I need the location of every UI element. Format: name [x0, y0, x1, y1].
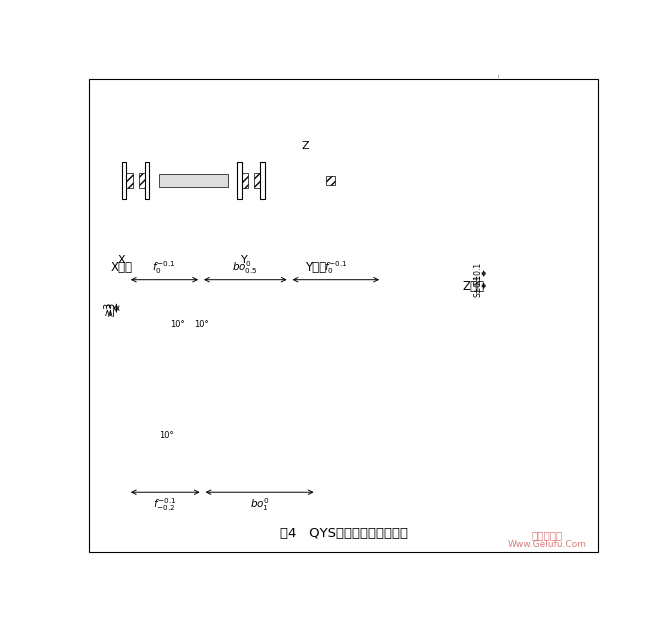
Bar [238, 162, 242, 199]
Text: ≥3: ≥3 [103, 301, 113, 315]
Bar [145, 162, 150, 199]
Bar [548, 170, 574, 186]
Bar [245, 286, 296, 301]
Bar [177, 456, 199, 497]
Bar [171, 497, 205, 509]
Polygon shape [132, 224, 255, 266]
Bar [448, 132, 548, 224]
Text: $f_{-0.2}^{-0.1}$: $f_{-0.2}^{-0.1}$ [153, 496, 176, 513]
Circle shape [495, 204, 501, 210]
Circle shape [229, 159, 272, 202]
Text: 图4   QYS型减速器的支承型式: 图4 QYS型减速器的支承型式 [280, 527, 407, 540]
Bar [147, 144, 240, 224]
Circle shape [480, 200, 486, 207]
Text: 10°: 10° [194, 319, 209, 329]
Text: S±0.1: S±0.1 [473, 275, 482, 298]
Bar [502, 293, 509, 386]
Polygon shape [356, 456, 385, 490]
Text: X: X [118, 255, 125, 265]
Bar [488, 281, 522, 293]
Bar [345, 286, 396, 301]
Text: S±0.1: S±0.1 [473, 262, 482, 285]
Text: 10°: 10° [170, 319, 185, 329]
Polygon shape [157, 301, 172, 315]
Bar [256, 424, 285, 456]
Bar [126, 173, 132, 188]
Polygon shape [370, 301, 392, 424]
Bar [159, 174, 228, 187]
Circle shape [114, 159, 157, 202]
Bar [260, 162, 265, 199]
Bar [356, 424, 385, 456]
Text: Z: Z [302, 141, 309, 151]
Text: X放大: X放大 [110, 261, 132, 274]
Polygon shape [174, 316, 205, 456]
Text: $bo_1^{0}$: $bo_1^{0}$ [250, 496, 269, 513]
Bar [326, 176, 335, 185]
Bar [139, 173, 145, 188]
Polygon shape [407, 82, 588, 278]
Bar [522, 236, 535, 305]
Polygon shape [128, 301, 157, 456]
Bar [162, 300, 217, 316]
Polygon shape [349, 301, 370, 424]
Circle shape [520, 190, 526, 196]
Text: $f_0^{-0.1}$: $f_0^{-0.1}$ [152, 259, 176, 276]
Text: 格鲁夫机械: 格鲁夫机械 [532, 530, 563, 540]
Bar [242, 173, 248, 188]
Polygon shape [132, 97, 255, 144]
Bar [279, 173, 309, 188]
Bar [493, 386, 517, 395]
Text: 10°: 10° [159, 431, 173, 440]
Text: Y放大: Y放大 [305, 261, 326, 274]
Bar [493, 246, 517, 263]
Circle shape [317, 167, 344, 194]
Bar [356, 490, 385, 502]
Circle shape [485, 166, 510, 190]
Bar [491, 263, 520, 267]
Text: $bo_{0.5}^{0}$: $bo_{0.5}^{0}$ [232, 259, 258, 276]
Circle shape [469, 190, 475, 196]
Bar [488, 267, 522, 280]
Text: Y: Y [241, 255, 248, 265]
Polygon shape [249, 301, 270, 424]
Text: ≥3: ≥3 [106, 301, 116, 316]
Bar [256, 490, 285, 502]
Circle shape [458, 138, 537, 218]
Polygon shape [256, 456, 285, 490]
Bar [121, 162, 126, 199]
Text: $f_0^{-0.1}$: $f_0^{-0.1}$ [324, 259, 348, 276]
Bar [254, 173, 260, 188]
Text: Z放大: Z放大 [463, 280, 485, 293]
Polygon shape [270, 301, 292, 424]
Text: Www.Gelufu.Com: Www.Gelufu.Com [508, 540, 587, 549]
Circle shape [509, 200, 515, 207]
